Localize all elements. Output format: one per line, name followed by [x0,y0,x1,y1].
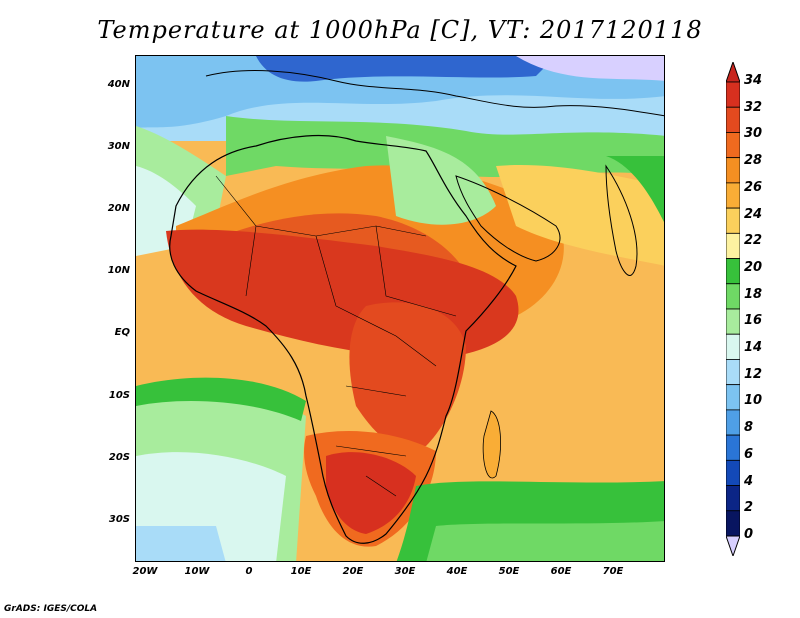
plot-title: Temperature at 1000hPa [C], VT: 20171201… [97,16,703,44]
colorbar-tick-label: 18 [744,286,763,302]
colorbar-swatch [726,182,740,209]
lat-tick-label: 30N [107,141,130,152]
colorbar-tick-label: 10 [744,393,763,409]
colorbar-swatch [726,409,740,436]
colorbar-swatch [726,207,740,234]
colorbar-tick-label: 32 [744,99,763,115]
colorbar-legend [726,62,740,556]
colorbar-swatch [726,283,740,310]
colorbar-swatch [726,359,740,386]
colorbar-tick-label: 8 [744,420,754,436]
colorbar-tick-label: 14 [744,340,763,356]
colorbar-swatch [726,106,740,133]
colorbar-swatch [726,258,740,285]
colorbar-swatch [726,157,740,184]
colorbar-tick-label: 0 [744,527,754,542]
colorbar-swatch [726,434,740,461]
lon-tick-label: 70E [602,566,624,577]
colorbar-swatch [726,384,740,411]
lat-tick-label: 10S [108,390,130,401]
lat-tick-label: 30S [108,514,130,525]
lon-tick-label: 20W [132,566,158,577]
lon-tick-label: 50E [498,566,520,577]
colorbar-top-cap [726,62,740,83]
lon-tick-label: 40E [446,566,468,577]
colorbar-tick-label: 30 [744,126,763,142]
lon-tick-label: 10W [184,566,210,577]
colorbar-swatch [726,510,740,537]
colorbar-tick-label: 34 [744,73,763,88]
colorbar-tick-label: 4 [744,473,754,489]
colorbar-tick-label: 2 [744,500,754,516]
colorbar-tick-label: 16 [744,313,763,329]
lon-tick-label: 20E [342,566,364,577]
colorbar-swatch [726,132,740,159]
colorbar-swatch [726,485,740,512]
lat-tick-label: 20N [107,203,130,214]
lon-tick-label: 30E [394,566,416,577]
lon-tick-label: 60E [550,566,572,577]
colorbar-tick-label: 6 [744,446,754,462]
colorbar-tick-label: 12 [744,366,763,382]
map-panel [135,55,665,562]
colorbar-swatch [726,232,740,259]
lat-tick-label: 40N [107,79,130,90]
temperature-field [136,56,664,561]
colorbar-tick-label: 24 [744,206,763,222]
colorbar-tick-label: 26 [744,179,763,195]
lon-tick-label: 0 [245,566,253,577]
colorbar-swatch [726,308,740,335]
lon-tick-label: 10E [290,566,312,577]
lat-tick-label: EQ [114,327,130,338]
colorbar-tick-label: 28 [744,153,763,169]
colorbar-swatch [726,333,740,360]
credit-text: GrADS: IGES/COLA [4,604,98,614]
colorbar-bottom-cap [726,535,740,556]
colorbar-tick-label: 22 [744,233,763,249]
colorbar-swatch [726,81,740,108]
lat-tick-label: 20S [108,452,130,463]
colorbar-swatch [726,459,740,486]
colorbar-tick-label: 20 [744,259,763,275]
lat-tick-label: 10N [107,265,130,276]
